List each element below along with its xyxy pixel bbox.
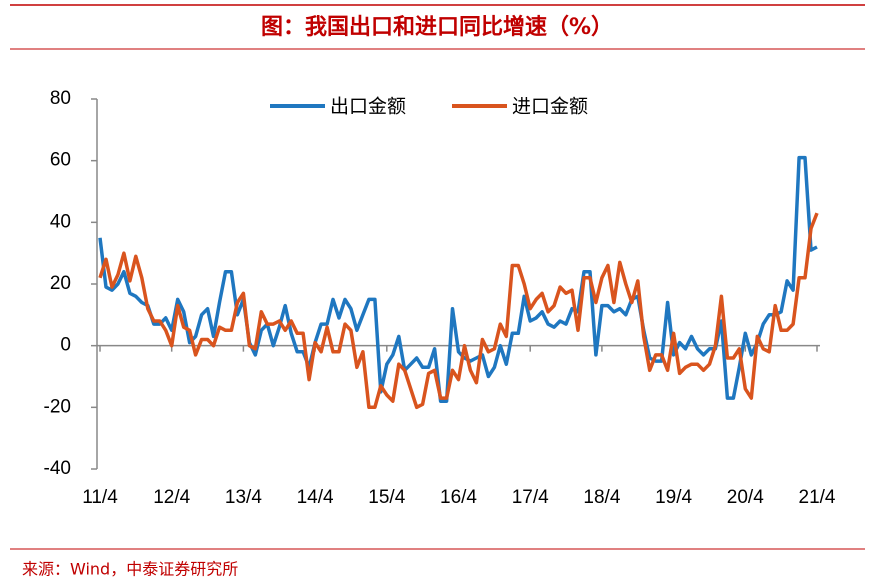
legend-label: 进口金额 (512, 96, 588, 118)
y-tick-label: 20 (50, 273, 71, 294)
y-tick-label: 0 (60, 335, 71, 356)
x-tick-label: 11/4 (82, 487, 118, 508)
x-tick-label: 16/4 (440, 487, 477, 508)
x-tick-label: 18/4 (583, 487, 620, 508)
x-tick-label: 15/4 (368, 487, 405, 508)
y-tick-label: -20 (44, 396, 71, 417)
series-line (98, 212, 819, 410)
x-tick-label: 20/4 (727, 487, 764, 508)
x-tick-label: 13/4 (225, 487, 262, 508)
x-tick-label: 14/4 (297, 487, 334, 508)
x-tick-label: 21/4 (799, 487, 836, 508)
y-tick-label: -40 (44, 458, 71, 479)
x-tick-label: 19/4 (655, 487, 692, 508)
y-tick-label: 80 (50, 88, 71, 109)
y-tick-label: 40 (50, 211, 71, 232)
x-tick-label: 12/4 (153, 487, 190, 508)
source: 来源：Wind，中泰证券研究所 (22, 560, 238, 579)
legend-label: 出口金额 (330, 96, 406, 118)
x-tick-label: 17/4 (512, 487, 549, 508)
y-tick-label: 60 (50, 150, 71, 171)
chart-title: 图：我国出口和进口同比增速（%） (261, 14, 613, 40)
series-line (98, 155, 818, 403)
